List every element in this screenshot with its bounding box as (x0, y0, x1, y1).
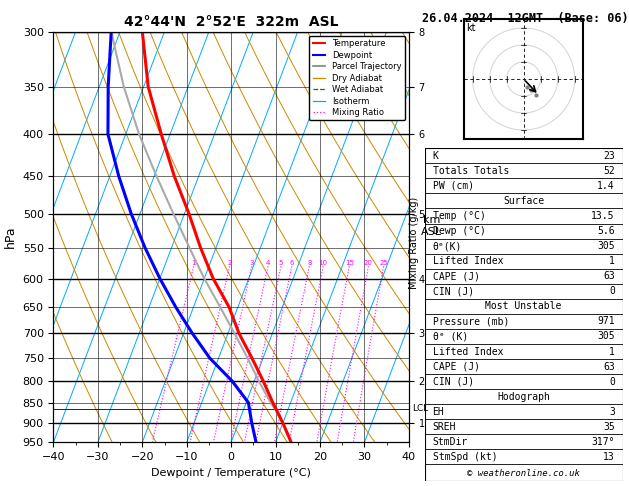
Text: EH: EH (433, 407, 444, 417)
Text: CIN (J): CIN (J) (433, 377, 474, 387)
Text: 1: 1 (609, 256, 615, 266)
Text: 15: 15 (345, 260, 353, 266)
Text: 3: 3 (609, 407, 615, 417)
Text: Most Unstable: Most Unstable (486, 301, 562, 312)
Text: θᵉ(K): θᵉ(K) (433, 241, 462, 251)
Text: Lifted Index: Lifted Index (433, 347, 503, 357)
Text: kt: kt (467, 23, 476, 33)
Text: 971: 971 (597, 316, 615, 327)
Text: 5.6: 5.6 (597, 226, 615, 236)
Text: Totals Totals: Totals Totals (433, 166, 509, 176)
Text: θᵉ (K): θᵉ (K) (433, 331, 468, 342)
Text: 2: 2 (227, 260, 231, 266)
Text: Pressure (mb): Pressure (mb) (433, 316, 509, 327)
Text: 1: 1 (609, 347, 615, 357)
Text: Temp (°C): Temp (°C) (433, 211, 486, 221)
Text: 4: 4 (265, 260, 270, 266)
Text: CIN (J): CIN (J) (433, 286, 474, 296)
Text: 25: 25 (379, 260, 388, 266)
Text: 52: 52 (603, 166, 615, 176)
Text: 0: 0 (609, 377, 615, 387)
Y-axis label: hPa: hPa (4, 226, 17, 248)
Text: 317°: 317° (591, 437, 615, 447)
Text: 1: 1 (191, 260, 196, 266)
Text: 13.5: 13.5 (591, 211, 615, 221)
Y-axis label: km
ASL: km ASL (421, 215, 442, 237)
Text: © weatheronline.co.uk: © weatheronline.co.uk (467, 469, 580, 478)
Text: Hodograph: Hodograph (497, 392, 550, 402)
Title: 42°44'N  2°52'E  322m  ASL: 42°44'N 2°52'E 322m ASL (124, 15, 338, 29)
Text: 63: 63 (603, 271, 615, 281)
Text: 1.4: 1.4 (597, 181, 615, 191)
Text: Mixing Ratio (g/kg): Mixing Ratio (g/kg) (409, 197, 419, 289)
Text: Surface: Surface (503, 196, 544, 206)
Text: 20: 20 (364, 260, 373, 266)
Text: K: K (433, 151, 438, 161)
Text: 0: 0 (609, 286, 615, 296)
Text: CAPE (J): CAPE (J) (433, 271, 479, 281)
Text: PW (cm): PW (cm) (433, 181, 474, 191)
Text: 5: 5 (279, 260, 283, 266)
Text: 6: 6 (289, 260, 294, 266)
Text: 305: 305 (597, 241, 615, 251)
Text: 63: 63 (603, 362, 615, 372)
Text: Lifted Index: Lifted Index (433, 256, 503, 266)
Text: SREH: SREH (433, 422, 456, 432)
Legend: Temperature, Dewpoint, Parcel Trajectory, Dry Adiabat, Wet Adiabat, Isotherm, Mi: Temperature, Dewpoint, Parcel Trajectory… (309, 36, 404, 121)
Text: 3: 3 (249, 260, 254, 266)
Text: Dewp (°C): Dewp (°C) (433, 226, 486, 236)
Text: 23: 23 (603, 151, 615, 161)
Text: LCL: LCL (413, 404, 428, 414)
Text: StmSpd (kt): StmSpd (kt) (433, 452, 497, 462)
Text: 35: 35 (603, 422, 615, 432)
Text: 10: 10 (319, 260, 328, 266)
X-axis label: Dewpoint / Temperature (°C): Dewpoint / Temperature (°C) (151, 468, 311, 478)
Text: StmDir: StmDir (433, 437, 468, 447)
Text: 13: 13 (603, 452, 615, 462)
Text: 305: 305 (597, 331, 615, 342)
Text: CAPE (J): CAPE (J) (433, 362, 479, 372)
Text: 26.04.2024  12GMT  (Base: 06): 26.04.2024 12GMT (Base: 06) (422, 12, 628, 25)
Text: 8: 8 (307, 260, 311, 266)
